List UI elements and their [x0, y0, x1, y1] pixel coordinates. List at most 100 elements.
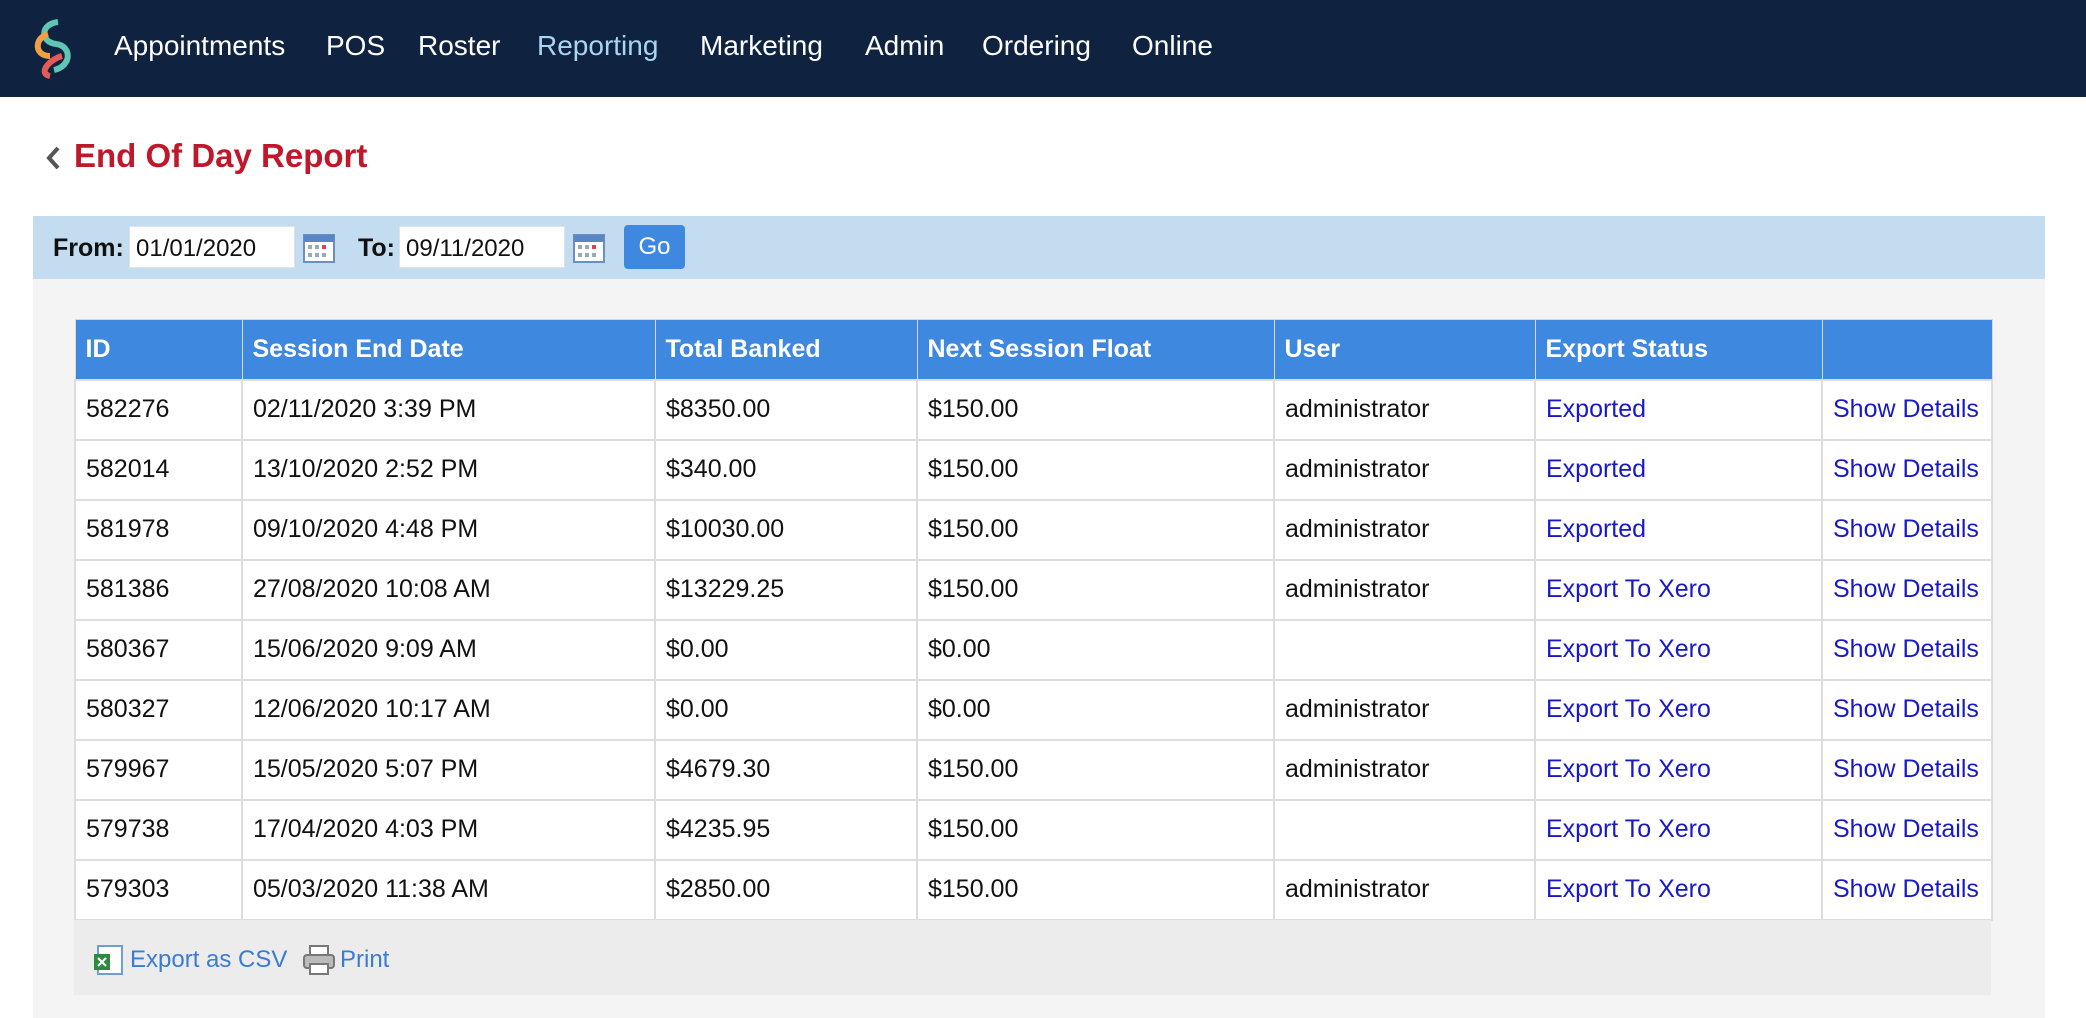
table-cell: $150.00	[916, 498, 1275, 561]
table-cell: $150.00	[916, 798, 1275, 861]
column-header: Next Session Float	[916, 319, 1275, 380]
show-details-link[interactable]: Show Details	[1821, 678, 1993, 741]
show-details-link[interactable]: Show Details	[1821, 558, 1993, 621]
table-cell: $150.00	[916, 438, 1275, 501]
nav-item[interactable]: Reporting	[537, 30, 659, 61]
column-header: Session End Date	[241, 319, 656, 380]
from-input[interactable]: 01/01/2020	[129, 226, 295, 268]
export-status-link[interactable]: Export To Xero	[1534, 678, 1823, 741]
print-link[interactable]: Print	[340, 946, 390, 973]
table-cell: 13/10/2020 2:52 PM	[241, 438, 656, 501]
show-details-link[interactable]: Show Details	[1821, 618, 1993, 681]
show-details-link[interactable]: Show Details	[1821, 798, 1993, 861]
table-row: 582014 13/10/2020 2:52 PM $340.00 $150.00 ad…	[74, 438, 1993, 501]
table-footer: Export as CSV Print	[74, 920, 1991, 995]
print-icon[interactable]	[302, 944, 336, 976]
table-row: 579303 05/03/2020 11:38 AM $2850.00 $150.00…	[74, 858, 1993, 921]
table-cell: 581978	[74, 498, 243, 561]
export-status-link[interactable]: Exported	[1534, 378, 1823, 441]
table-cell: 582014	[74, 438, 243, 501]
table-cell: 12/06/2020 10:17 AM	[241, 678, 656, 741]
table-cell: administrator	[1273, 858, 1536, 921]
export-status-link[interactable]: Export To Xero	[1534, 738, 1823, 801]
table-cell: administrator	[1273, 558, 1536, 621]
nav-item[interactable]: Appointments	[114, 30, 286, 61]
nav-item[interactable]: POS	[326, 30, 386, 61]
table-cell: 580327	[74, 678, 243, 741]
nav-item[interactable]: Roster	[418, 30, 501, 61]
table-cell: $8350.00	[654, 378, 918, 441]
header-row: ID Session End Date Total Banked Next Sessi…	[74, 319, 1993, 380]
table-cell: $150.00	[916, 558, 1275, 621]
table-cell: $150.00	[916, 738, 1275, 801]
table-row: 580327 12/06/2020 10:17 AM $0.00 $0.00 admin…	[74, 678, 1993, 741]
table-cell: administrator	[1273, 498, 1536, 561]
to-label: To:	[358, 234, 396, 262]
table-row: 581978 09/10/2020 4:48 PM $10030.00 $150.00…	[74, 498, 1993, 561]
table-row: 581386 27/08/2020 10:08 AM $13229.25 $150.0…	[74, 558, 1993, 621]
table-row: 579967 15/05/2020 5:07 PM $4679.30 $150.00 a…	[74, 738, 1993, 801]
calendar-icon[interactable]	[303, 232, 335, 264]
table-cell: 02/11/2020 3:39 PM	[241, 378, 656, 441]
table-cell: 579303	[74, 858, 243, 921]
nav-bar: Appointments POS Roster Reporting Market…	[0, 0, 2086, 97]
export-status-link[interactable]: Export To Xero	[1534, 858, 1823, 921]
table-cell: 15/05/2020 5:07 PM	[241, 738, 656, 801]
back-button[interactable]	[44, 145, 62, 171]
column-header: Total Banked	[654, 319, 918, 380]
table-cell: $0.00	[916, 618, 1275, 681]
table-cell: administrator	[1273, 438, 1536, 501]
table-cell: 579967	[74, 738, 243, 801]
table-cell: $0.00	[654, 678, 918, 741]
export-status-link[interactable]: Export To Xero	[1534, 558, 1823, 621]
export-status-link[interactable]: Exported	[1534, 438, 1823, 501]
to-input[interactable]: 09/11/2020	[399, 226, 565, 268]
show-details-link[interactable]: Show Details	[1821, 438, 1993, 501]
export-status-link[interactable]: Export To Xero	[1534, 618, 1823, 681]
table-cell: $4679.30	[654, 738, 918, 801]
table-cell: $340.00	[654, 438, 918, 501]
table-cell: $150.00	[916, 378, 1275, 441]
table-cell: administrator	[1273, 738, 1536, 801]
export-csv-link[interactable]: Export as CSV	[130, 946, 288, 973]
table-cell: $150.00	[916, 858, 1275, 921]
page-title: End Of Day Report	[74, 137, 368, 174]
show-details-link[interactable]: Show Details	[1821, 738, 1993, 801]
table-cell: administrator	[1273, 378, 1536, 441]
table-cell: 15/06/2020 9:09 AM	[241, 618, 656, 681]
table-cell: 05/03/2020 11:38 AM	[241, 858, 656, 921]
table-row: 579738 17/04/2020 4:03 PM $4235.95 $150.00 E…	[74, 798, 1993, 861]
column-header	[1821, 319, 1993, 380]
table-cell	[1273, 798, 1536, 861]
from-label: From:	[53, 234, 124, 262]
column-header: ID	[74, 319, 243, 380]
nav-item[interactable]: Marketing	[700, 30, 823, 61]
show-details-link[interactable]: Show Details	[1821, 498, 1993, 561]
table-cell: 579738	[74, 798, 243, 861]
report-table: ID Session End Date Total Banked Next Sessi…	[74, 319, 1993, 921]
table-cell: $0.00	[654, 618, 918, 681]
column-header: User	[1273, 319, 1536, 380]
table-cell: 582276	[74, 378, 243, 441]
table-cell: 580367	[74, 618, 243, 681]
nav-item[interactable]: Admin	[865, 30, 945, 61]
nav-item[interactable]: Online	[1132, 30, 1213, 61]
show-details-link[interactable]: Show Details	[1821, 378, 1993, 441]
calendar-icon[interactable]	[573, 232, 605, 264]
table-cell: $0.00	[916, 678, 1275, 741]
table-cell	[1273, 618, 1536, 681]
table-cell: administrator	[1273, 678, 1536, 741]
csv-icon[interactable]	[94, 944, 124, 976]
table-row: 582276 02/11/2020 3:39 PM $8350.00 $150.00 a…	[74, 378, 1993, 441]
export-status-link[interactable]: Export To Xero	[1534, 798, 1823, 861]
export-status-link[interactable]: Exported	[1534, 498, 1823, 561]
table-cell: 27/08/2020 10:08 AM	[241, 558, 656, 621]
go-button[interactable]: Go	[624, 225, 685, 269]
show-details-link[interactable]: Show Details	[1821, 858, 1993, 921]
table-cell: 17/04/2020 4:03 PM	[241, 798, 656, 861]
logo	[34, 19, 71, 79]
filter-bar: From: 01/01/2020 To: 09/11/2020 Go	[33, 216, 2045, 279]
nav-item[interactable]: Ordering	[982, 30, 1091, 61]
column-header: Export Status	[1534, 319, 1823, 380]
